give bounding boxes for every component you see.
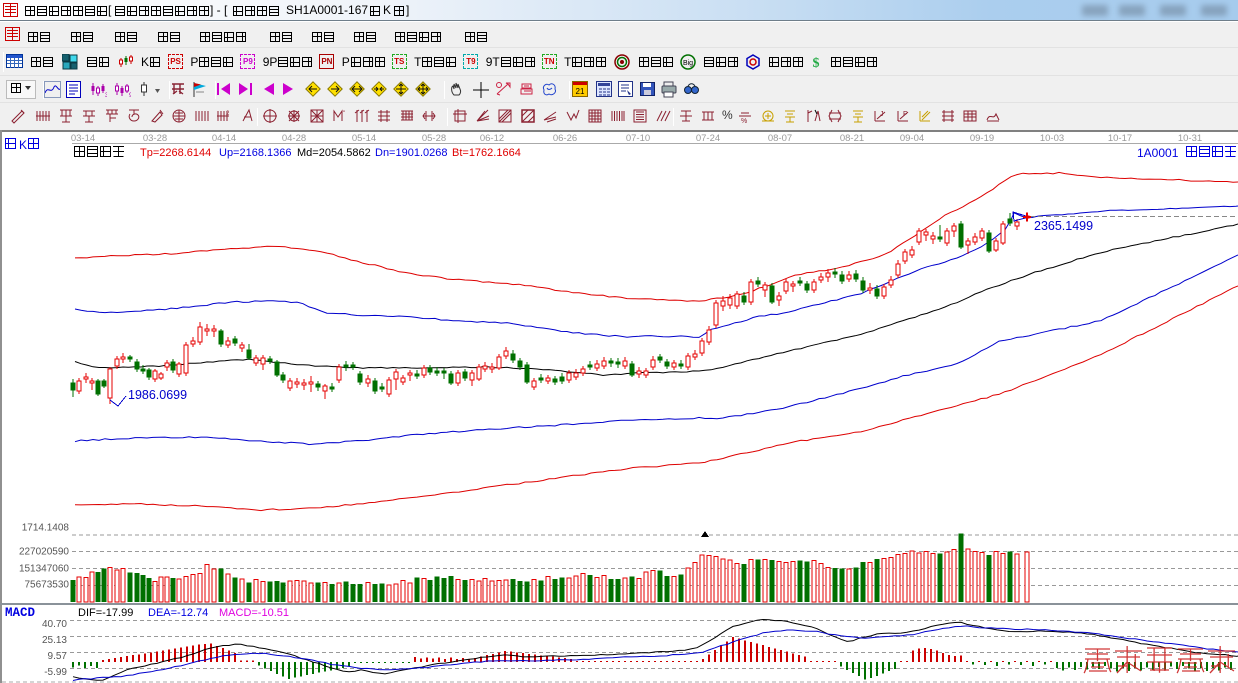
svg-text:-5.99: -5.99	[44, 667, 67, 678]
svg-text:10-31: 10-31	[1178, 133, 1202, 144]
svg-text:%: %	[741, 118, 747, 124]
svg-text:": "	[343, 111, 345, 117]
svg-text:K: K	[19, 138, 27, 152]
svg-text:DEA=-12.74: DEA=-12.74	[148, 607, 208, 619]
svg-text:3: 3	[105, 93, 107, 98]
svg-text:DIF=-17.99: DIF=-17.99	[78, 607, 133, 619]
svg-text:1714.1408: 1714.1408	[22, 523, 70, 534]
svg-text:Md=2054.5862: Md=2054.5862	[297, 147, 371, 159]
svg-text:J: J	[880, 111, 884, 118]
svg-text:08-07: 08-07	[768, 133, 792, 144]
svg-text:Tp=2268.6144: Tp=2268.6144	[140, 147, 211, 159]
svg-text:MACD: MACD	[5, 606, 36, 620]
svg-text:F: F	[903, 111, 907, 118]
svg-text:03-28: 03-28	[143, 133, 167, 144]
svg-text:75673530: 75673530	[25, 580, 70, 591]
svg-text:04-14: 04-14	[212, 133, 236, 144]
svg-text:1A0001: 1A0001	[1137, 146, 1179, 160]
svg-text:06-12: 06-12	[480, 133, 504, 144]
svg-text:40.70: 40.70	[42, 619, 67, 630]
svg-text:06-26: 06-26	[553, 133, 577, 144]
svg-text:Bt=1762.1664: Bt=1762.1664	[452, 147, 521, 159]
svg-text:25.13: 25.13	[42, 635, 67, 646]
svg-text:04-28: 04-28	[282, 133, 306, 144]
svg-text:151347060: 151347060	[19, 564, 69, 575]
svg-text:2: 2	[226, 111, 230, 117]
svg-text:Up=2168.1366: Up=2168.1366	[219, 147, 291, 159]
svg-text:227020590: 227020590	[19, 547, 69, 558]
svg-text:MACD=-10.51: MACD=-10.51	[219, 607, 289, 619]
svg-text:05-28: 05-28	[422, 133, 446, 144]
svg-text:Dn=1901.0268: Dn=1901.0268	[375, 147, 447, 159]
svg-text:03-14: 03-14	[71, 133, 95, 144]
svg-text:10-03: 10-03	[1040, 133, 1064, 144]
svg-text:09-04: 09-04	[900, 133, 924, 144]
svg-text:2365.1499: 2365.1499	[1034, 219, 1093, 233]
svg-text:07-10: 07-10	[626, 133, 650, 144]
svg-text:21: 21	[576, 87, 585, 96]
svg-text:05-14: 05-14	[352, 133, 376, 144]
svg-text:08-21: 08-21	[840, 133, 864, 144]
svg-text:9.57: 9.57	[48, 651, 68, 662]
svg-text:Big: Big	[683, 60, 693, 67]
svg-text:10-17: 10-17	[1108, 133, 1132, 144]
svg-text:1986.0699: 1986.0699	[128, 388, 187, 402]
svg-text:9: 9	[129, 93, 131, 98]
svg-text:09-19: 09-19	[970, 133, 994, 144]
svg-text:07-24: 07-24	[696, 133, 720, 144]
svg-text:$: $	[813, 56, 820, 70]
